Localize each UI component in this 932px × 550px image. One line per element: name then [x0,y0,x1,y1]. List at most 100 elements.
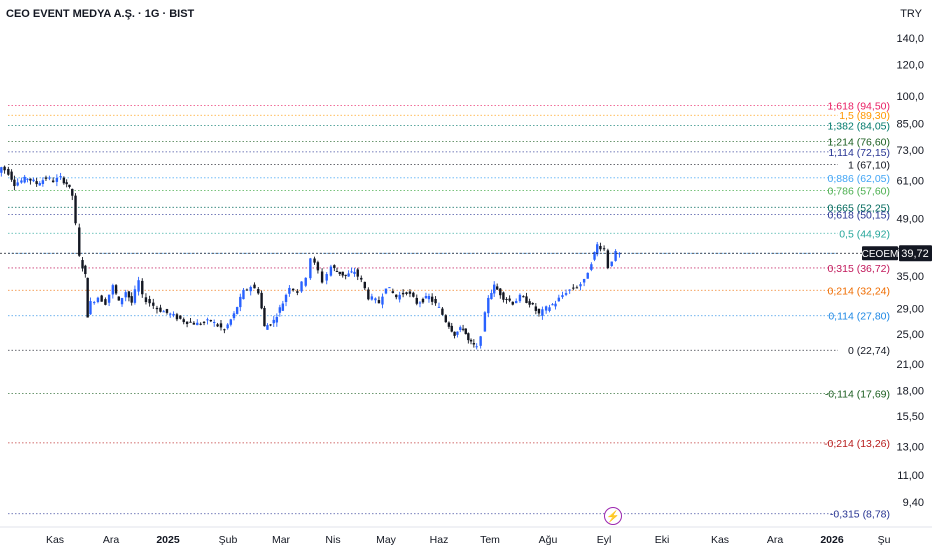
candle-body [320,271,324,283]
y-tick-label: 9,40 [903,497,924,509]
fib-level-label: 1,214 (76,60) [828,137,890,149]
candle-body [316,262,320,271]
candle-body [575,287,579,289]
candle-body [367,289,370,300]
candle-body [272,319,275,324]
candle-body [165,309,169,313]
candle-body [475,346,478,348]
candle-body [245,289,249,291]
x-tick-label: Şu [878,534,891,546]
candle-body [120,297,124,305]
candle-body [618,253,621,255]
candle-body [531,303,534,305]
candle-body [325,274,328,281]
y-tick-label: 120,0 [896,59,924,71]
y-tick-label: 29,00 [896,303,924,315]
candle-body [338,271,341,275]
candle-body [469,339,473,342]
x-tick-label: Ağu [539,534,558,546]
candle-body [7,168,10,175]
candle-body [114,285,118,294]
candle-body [144,297,148,303]
candle-body [490,292,493,300]
candle-body [288,287,291,294]
x-tick-label: 2026 [820,534,844,546]
candle-body [242,289,245,300]
candle-body [505,298,508,300]
candle-body [405,292,408,294]
price-badge: 39,72 [899,245,932,262]
candle-body [450,325,453,332]
x-tick-label: Tem [480,534,500,546]
candle-body [175,314,179,320]
candle-body [606,250,610,269]
candle-body [137,280,140,292]
candle-body [38,183,41,186]
candle-body [300,281,303,292]
candle-body [453,331,456,336]
candle-body [16,182,19,186]
candle-body [0,167,3,173]
candle-body [141,280,144,295]
candle-body [557,297,561,302]
fib-level-label: 0,665 (52,25) [828,202,890,214]
y-tick-label: 100,0 [896,91,924,103]
chart-title: CEO EVENT MEDYA A.Ş. · 1G · BIST [6,8,195,20]
candle-body [582,278,586,283]
candle-body [388,287,391,289]
candle-body [561,295,564,298]
y-tick-label: 13,00 [896,441,924,453]
candle-body [610,261,613,266]
lightning-icon[interactable]: ⚡ [604,507,622,525]
candle-body [284,294,288,302]
x-tick-label: 2025 [156,534,180,546]
candle-body [89,301,92,315]
candle-body [86,277,89,318]
candle-body [71,188,74,196]
candle-body [568,289,571,291]
candle-body [172,313,175,316]
candle-body [179,315,182,319]
candle-body [437,306,441,308]
candle-body [226,324,229,329]
candle-body [493,284,496,294]
candle-body [596,244,599,255]
y-tick-label: 140,0 [896,33,924,45]
candle-body [182,319,185,323]
x-tick-label: Haz [430,534,449,546]
candle-body [381,296,384,305]
fib-level-label: 0,786 (57,60) [828,186,890,198]
y-tick-label: 18,00 [896,385,924,397]
candle-body [415,297,418,304]
candle-body [41,180,45,184]
x-tick-label: Mar [272,534,291,546]
candle-body [96,297,100,303]
candle-body [391,291,395,293]
candle-body [249,287,252,292]
candle-body [152,302,155,306]
candle-body [467,333,470,341]
candle-body [377,300,381,304]
candle-body [192,322,196,325]
candle-body [263,307,266,327]
candle-body [296,291,299,293]
y-tick-label: 25,00 [896,329,924,341]
candle-body [199,323,202,325]
candle-body [107,294,111,303]
candle-body [401,292,405,295]
candle-body [472,342,476,345]
candle-body [333,265,336,268]
candle-body [586,272,589,279]
symbol-badge-text: CEOEM [862,249,899,260]
candle-body [260,292,263,309]
candle-body [68,184,71,187]
currency-label[interactable]: TRY [900,8,922,20]
candle-body [421,298,425,303]
candle-body [44,177,48,179]
candle-body [124,292,127,298]
fib-level-label: 1,5 (89,30) [839,110,890,122]
price-badge-bg [899,245,932,262]
candle-body [148,299,151,304]
candle-body [55,177,59,182]
